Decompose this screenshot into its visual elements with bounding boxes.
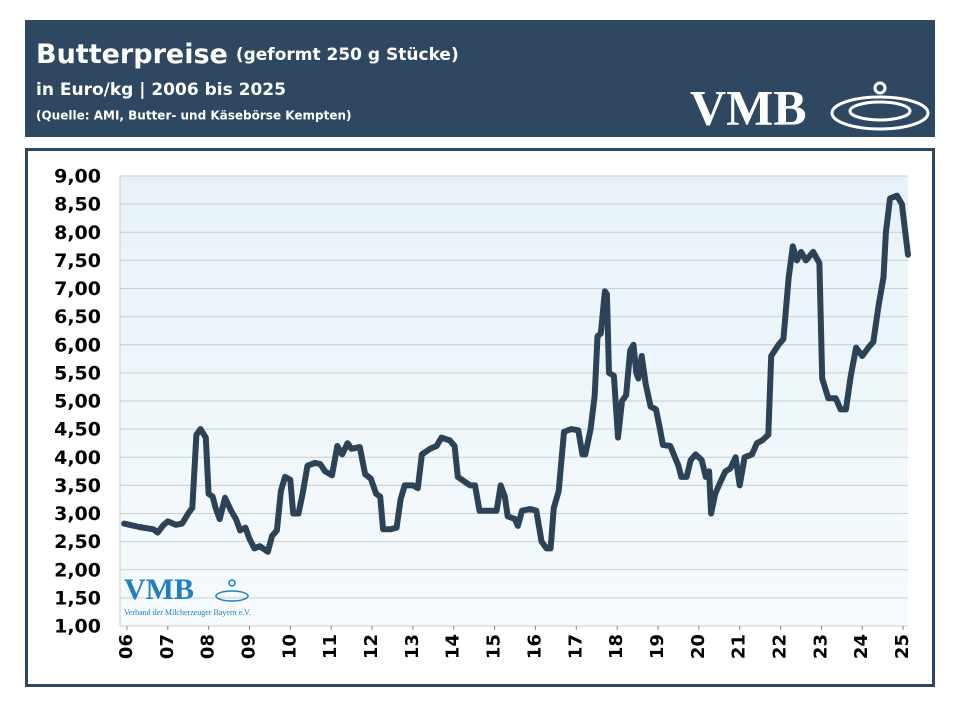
x-tick-label: 21 [729,634,750,659]
x-tick-label: 22 [770,634,791,659]
header-logo: VMB [690,79,807,135]
x-tick-label: 09 [238,634,259,659]
x-tick-label: 15 [484,634,505,659]
price-line [121,192,911,555]
chart-title: Butterpreise (geformt 250 g Stücke) [36,39,459,70]
y-tick-label: 7,50 [54,250,101,272]
x-tick-label: 14 [443,634,464,659]
x-tick-label: 24 [851,634,872,659]
x-tick-label: 17 [565,634,586,659]
y-tick-label: 2,50 [54,531,101,553]
x-tick-label: 13 [402,634,423,659]
logo-mark [830,81,930,131]
plot-logo: VMB [124,573,194,606]
y-tick-label: 8,50 [54,194,101,216]
plot-logo-caption: Verband der Milcherzeuger Bayern e.V. [124,608,251,617]
y-tick-label: 8,00 [54,222,101,244]
y-tick-label: 5,00 [54,391,101,413]
source: (Quelle: AMI, Butter- und Käsebörse Kemp… [36,109,351,123]
x-tick-label: 10 [279,634,300,659]
y-tick-label: 1,50 [54,587,101,609]
x-tick-label: 18 [606,634,627,659]
x-tick-label: 06 [116,634,137,659]
x-tick-label: 19 [647,634,668,659]
subtitle: in Euro/kg | 2006 bis 2025 [36,80,286,100]
header-band [25,20,935,137]
x-tick-label: 20 [688,634,709,659]
y-tick-label: 4,00 [54,447,101,469]
plot-logo-mark [215,579,249,602]
y-tick-label: 6,50 [54,306,101,328]
y-tick-label: 7,00 [54,278,101,300]
y-tick-label: 9,00 [54,166,101,188]
x-tick-label: 12 [361,634,382,659]
x-tick-label: 25 [892,634,913,659]
title-suffix: (geformt 250 g Stücke) [236,45,459,65]
y-tick-label: 3,50 [54,475,101,497]
y-tick-label: 2,00 [54,559,101,581]
x-tick-label: 07 [157,634,178,659]
x-tick-label: 16 [524,634,545,659]
y-tick-label: 4,50 [54,419,101,441]
x-tick-label: 23 [810,634,831,659]
title-main: Butterpreise [36,39,228,70]
x-tick-label: 08 [198,634,219,659]
y-tick-label: 5,50 [54,362,101,384]
y-tick-label: 1,00 [54,616,101,638]
y-tick-label: 3,00 [54,503,101,525]
x-tick-label: 11 [320,634,341,659]
y-tick-label: 6,00 [54,334,101,356]
